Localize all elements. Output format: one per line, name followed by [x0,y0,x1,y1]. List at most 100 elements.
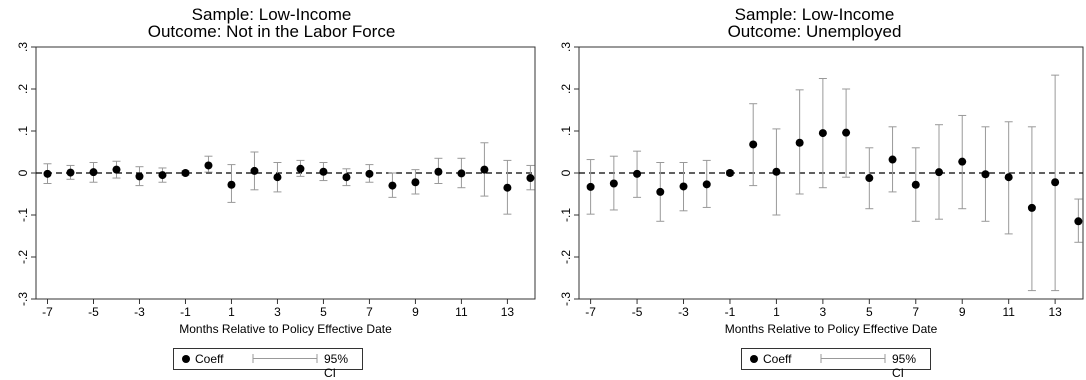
coeff-point [888,155,897,164]
coeff-point [1051,178,1060,187]
coeff-point [656,187,665,196]
coeff-point [66,168,75,177]
coeff-point [158,171,167,180]
x-axis-label: Months Relative to Policy Effective Date [179,322,392,336]
coeff-point [388,181,397,190]
legend-label-ci: 95% CI [324,352,349,380]
chart-title: Sample: Low-Income [191,5,352,24]
coeff-point [1027,203,1036,212]
legend-label-coeff: Coeff [763,352,792,366]
chart-plot: -.3-.2-.10.1.2.3-7 -5 -3 -1 1 3 5 7 9 11 13Months … [16,42,536,336]
coeff-point [434,167,443,176]
x-tick-label: 11 [455,305,468,319]
legend-marker-coeff [182,355,190,363]
x-tick-label: -7 [585,305,596,319]
coeff-point [633,169,642,178]
chart-legend: Coeff 95% CI [173,348,363,380]
coeff-point [702,180,711,189]
y-tick-label: -.3 [16,292,30,306]
y-tick-label: .3 [559,42,573,52]
coeff-point [135,172,144,181]
coeff-point [1004,173,1013,182]
coeff-point [609,179,618,188]
coeff-point [586,182,595,191]
y-tick-label: -.2 [16,250,30,264]
coeff-point [342,173,351,182]
y-tick-label: -.2 [559,250,573,264]
coeff-point [958,157,967,166]
coeff-point [43,169,52,178]
y-tick-label: .1 [16,126,30,136]
x-tick-label: 9 [959,305,966,319]
chart-plot: -.3-.2-.10.1.2.3-7 -5 -3 -1 1 3 5 7 9 11 13Months … [559,42,1084,336]
x-tick-label: 11 [1002,305,1015,319]
coeff-point [772,167,781,176]
x-tick-label: 1 [228,305,235,319]
legend-label-coeff: Coeff [195,352,224,366]
y-tick-label: .3 [16,42,30,52]
x-tick-label: 1 [773,305,780,319]
y-tick-label: -.1 [559,208,573,222]
coeff-point [679,182,688,191]
coeff-point [112,165,121,174]
x-axis-label: Months Relative to Policy Effective Date [725,322,938,336]
x-tick-label: -1 [180,305,191,319]
x-tick-label: 5 [320,305,327,319]
coeff-point [204,161,213,170]
y-tick-label: 0 [16,169,30,176]
coeff-point [935,168,943,177]
coeff-point [911,180,920,189]
x-tick-label: 3 [274,305,281,319]
coeff-point [1074,217,1083,226]
coeff-point [795,138,804,147]
x-tick-label: -1 [725,305,736,319]
coeff-point [842,128,851,137]
chart-legend: Coeff 95% CI [741,348,931,380]
coeff-point [818,129,827,138]
y-tick-label: .2 [16,84,30,94]
coeff-point [411,178,420,187]
x-tick-label: 7 [912,305,919,319]
x-tick-label: -3 [678,305,689,319]
coeff-point [457,169,466,178]
coeff-point [981,170,990,179]
coeff-point [526,174,535,183]
coeff-point [250,166,259,175]
y-tick-label: -.1 [16,208,30,222]
legend-marker-ci [252,354,318,363]
coeff-point [319,167,328,176]
coeff-point [725,169,734,177]
coeff-point [227,180,236,189]
chart-title: Sample: Low-Income [734,5,895,24]
coeff-point [273,173,282,182]
x-tick-label: 13 [501,305,515,319]
x-tick-label: 9 [412,305,419,319]
y-tick-label: -.3 [559,292,573,306]
coeff-point [181,169,190,177]
x-tick-label: 7 [366,305,373,319]
x-tick-label: -5 [632,305,643,319]
coeff-point [503,183,512,192]
coeff-point [865,174,874,183]
chart-panel-not-in-labor-force: Sample: Low-Income Outcome: Not in the L… [0,0,543,380]
coeff-point [480,165,489,174]
coeff-point [296,164,305,173]
legend-marker-ci [820,354,886,363]
y-tick-label: .1 [559,126,573,136]
chart-panel-unemployed: Sample: Low-Income Outcome: Unemployed -… [543,0,1086,380]
x-tick-label: 13 [1048,305,1062,319]
coeff-point [365,169,374,178]
x-tick-label: 5 [866,305,873,319]
legend-label-ci: 95% CI [892,352,917,380]
y-tick-label: 0 [559,169,573,176]
y-tick-label: .2 [559,84,573,94]
legend-marker-coeff [750,355,758,363]
chart-subtitle: Outcome: Unemployed [727,22,902,41]
x-tick-label: -3 [134,305,145,319]
x-tick-label: 3 [820,305,827,319]
x-tick-label: -5 [88,305,99,319]
chart-subtitle: Outcome: Not in the Labor Force [147,22,396,41]
x-tick-label: -7 [42,305,53,319]
coeff-point [749,140,758,149]
coeff-point [89,168,98,177]
